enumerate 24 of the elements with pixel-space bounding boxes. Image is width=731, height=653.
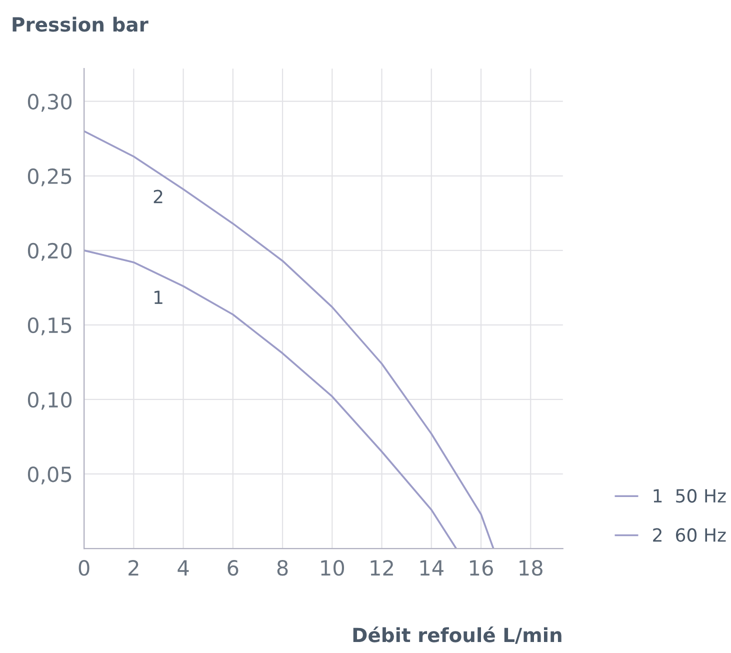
x-tick-label: 0 (78, 560, 90, 576)
legend-label: 1 50 Hz (654, 489, 726, 503)
legend-label: 2 60 Hz (653, 528, 726, 542)
x-tick-label: 4 (178, 560, 189, 576)
x-tick-label: 16 (470, 560, 493, 576)
x-tick-label: 12 (370, 560, 393, 576)
annotation: 1 (154, 290, 162, 304)
x-tick-label: 6 (228, 560, 238, 576)
y-tick-label: 0,25 (28, 168, 72, 186)
line-series (84, 250, 458, 549)
y-tick-label: 0,30 (28, 94, 72, 112)
x-tick-label: 14 (420, 560, 444, 576)
y-tick-label: 0,20 (28, 242, 72, 261)
annotation: 2 (154, 190, 162, 204)
y-tick-label: 0,05 (28, 466, 72, 484)
y-tick-label: 0,15 (28, 317, 72, 336)
x-axis-title: Débit refoulé L/min (353, 626, 562, 644)
x-tick-label: 10 (321, 560, 344, 576)
x-tick-label: 8 (277, 560, 288, 576)
y-tick-label: 0,10 (28, 392, 72, 410)
x-tick-label: 2 (128, 560, 138, 576)
chart-title: Pression bar (12, 16, 148, 32)
x-tick-label: 18 (520, 560, 542, 576)
line-series (84, 130, 494, 549)
